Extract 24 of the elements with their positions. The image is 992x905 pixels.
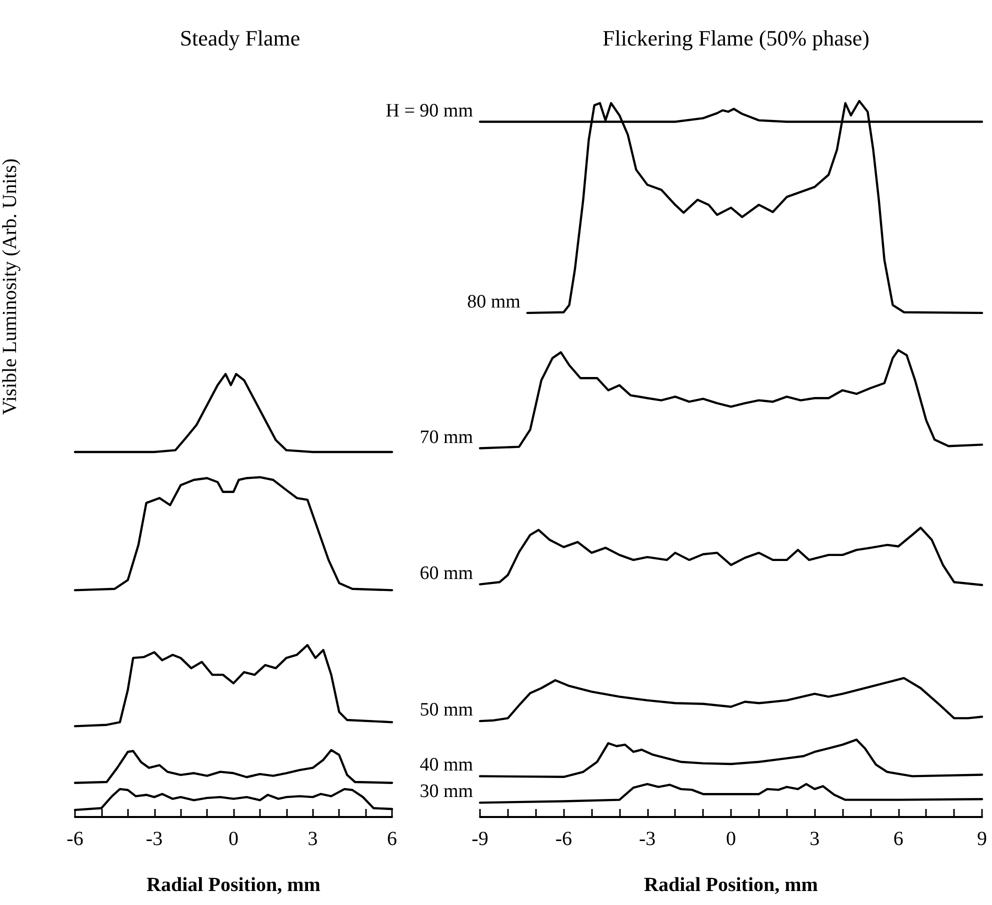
x-tick-label: -3 <box>638 828 656 850</box>
x-tick-label: -6 <box>66 828 84 850</box>
x-tick-label: 0 <box>228 828 238 850</box>
x-tick-label: 6 <box>893 828 904 850</box>
series-label: 30 mm <box>420 781 474 802</box>
chart-title: Steady Flame <box>180 26 300 50</box>
series-label: H = 90 mm <box>386 100 474 122</box>
x-tick-label: -9 <box>472 828 488 850</box>
x-tick-label: -3 <box>146 828 163 850</box>
x-tick-label: -6 <box>555 828 572 850</box>
chart-title: Flickering Flame (50% phase) <box>602 26 870 50</box>
x-tick-label: 3 <box>810 828 820 850</box>
x-axis-title: Radial Position, mm <box>644 874 818 896</box>
series-label: 40 mm <box>420 754 474 776</box>
y-axis-title: Visible Luminosity (Arb. Units) <box>0 158 21 415</box>
x-tick-label: 6 <box>387 828 397 850</box>
x-axis-title: Radial Position, mm <box>146 874 321 896</box>
series-label: 60 mm <box>420 562 474 584</box>
series-label: 70 mm <box>420 426 474 448</box>
x-tick-label: 9 <box>977 828 987 850</box>
series-label: 80 mm <box>467 291 521 312</box>
x-tick-label: 0 <box>726 828 736 850</box>
series-label: 50 mm <box>420 700 474 721</box>
x-tick-label: 3 <box>308 828 318 850</box>
